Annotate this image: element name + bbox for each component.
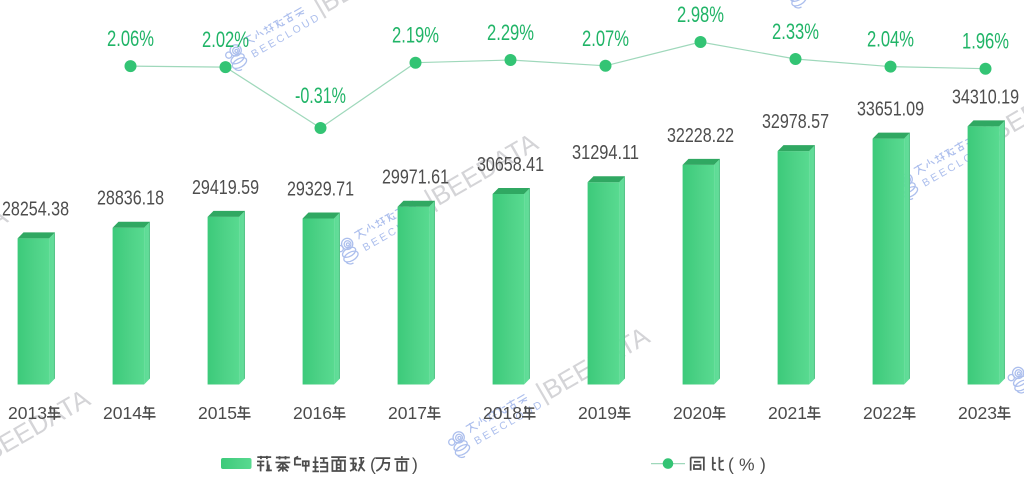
svg-text:2015: 2015 <box>198 403 237 423</box>
svg-text:1.96%: 1.96% <box>962 29 1009 54</box>
svg-text:): ) <box>760 455 766 475</box>
svg-text:30658.41: 30658.41 <box>477 154 544 176</box>
svg-text:34310.19: 34310.19 <box>952 86 1019 108</box>
svg-text:(: ( <box>370 455 376 475</box>
svg-text:32978.57: 32978.57 <box>762 111 829 133</box>
svg-text:-0.31%: -0.31% <box>295 83 346 108</box>
svg-text:29329.71: 29329.71 <box>287 179 354 201</box>
svg-text:): ) <box>412 455 418 475</box>
svg-text:2.04%: 2.04% <box>867 27 914 52</box>
svg-text:2016: 2016 <box>293 403 332 423</box>
svg-text:29971.61: 29971.61 <box>382 167 449 189</box>
svg-text:31294.11: 31294.11 <box>572 142 639 164</box>
svg-text:(: ( <box>728 455 734 475</box>
svg-text:29419.59: 29419.59 <box>192 177 259 199</box>
svg-text:2.33%: 2.33% <box>772 19 819 44</box>
svg-text:2014: 2014 <box>103 403 142 423</box>
svg-text:28836.18: 28836.18 <box>97 188 164 210</box>
svg-text:%: % <box>739 455 755 475</box>
svg-text:2018: 2018 <box>483 403 522 423</box>
svg-text:2.07%: 2.07% <box>582 26 629 51</box>
svg-text:2020: 2020 <box>673 403 712 423</box>
svg-text:28254.38: 28254.38 <box>2 198 69 220</box>
svg-text:2021: 2021 <box>768 403 807 423</box>
svg-text:33651.09: 33651.09 <box>857 99 924 121</box>
svg-text:32228.22: 32228.22 <box>667 125 734 147</box>
svg-text:2017: 2017 <box>388 403 427 423</box>
svg-text:2013: 2013 <box>8 403 47 423</box>
svg-text:2.06%: 2.06% <box>107 26 154 51</box>
svg-text:2.02%: 2.02% <box>202 27 249 52</box>
svg-text:2.98%: 2.98% <box>677 2 724 27</box>
svg-text:2019: 2019 <box>578 403 617 423</box>
svg-text:2023: 2023 <box>958 403 997 423</box>
svg-text:2.29%: 2.29% <box>487 20 534 45</box>
svg-text:2022: 2022 <box>863 403 902 423</box>
svg-text:2.19%: 2.19% <box>392 23 439 48</box>
